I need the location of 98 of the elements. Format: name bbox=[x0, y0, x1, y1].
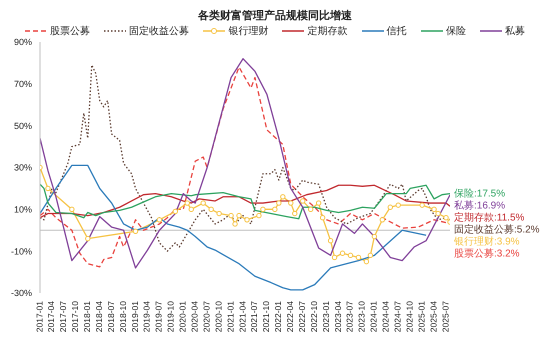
x-tick-label: 2018-04 bbox=[94, 300, 104, 332]
x-tick-label: 2020-04 bbox=[189, 300, 200, 332]
point bbox=[340, 250, 346, 256]
x-tick-label: 2021-07 bbox=[249, 300, 260, 332]
legend-label: 固定收益公募 bbox=[129, 24, 190, 38]
x-tick-label: 2018-01 bbox=[82, 300, 92, 332]
point bbox=[236, 212, 242, 218]
point bbox=[228, 212, 234, 218]
point bbox=[216, 210, 222, 216]
x-tick-label: 2023-01 bbox=[320, 300, 331, 332]
point bbox=[260, 206, 266, 212]
point bbox=[280, 194, 286, 200]
x-tick-label: 2019-07 bbox=[154, 300, 164, 332]
point bbox=[443, 215, 449, 220]
x-tick-label: 2017-04 bbox=[46, 300, 56, 332]
data-label: 定期存款:11.5% bbox=[454, 211, 524, 224]
x-tick-label: 2024-07 bbox=[392, 300, 402, 332]
point bbox=[184, 200, 190, 206]
x-tick-label: 2019-04 bbox=[142, 300, 152, 332]
x-tick-label: 2020-01 bbox=[178, 300, 188, 332]
data-label: 私募:16.9% bbox=[454, 199, 506, 212]
x-tick-label: 2019-10 bbox=[166, 300, 176, 332]
data-label: 保险:17.5% bbox=[454, 187, 506, 200]
point bbox=[332, 254, 338, 260]
point bbox=[208, 206, 214, 212]
point bbox=[435, 210, 441, 216]
legend-label: 股票公募 bbox=[50, 24, 90, 38]
data-label: 股票公募:3.2% bbox=[454, 247, 520, 260]
point bbox=[272, 206, 278, 212]
point bbox=[69, 206, 75, 212]
legend-label: 定期存款 bbox=[307, 24, 348, 38]
y-tick-label: 70% bbox=[14, 79, 32, 90]
point bbox=[308, 206, 314, 212]
point bbox=[431, 206, 437, 212]
x-tick-label: 2019-01 bbox=[130, 300, 140, 332]
x-tick-label: 2022-10 bbox=[308, 300, 319, 332]
point bbox=[320, 215, 326, 220]
point bbox=[232, 221, 238, 227]
legend-label: 私募 bbox=[504, 24, 525, 38]
x-tick-label: 2017-07 bbox=[58, 300, 68, 332]
legend-label: 信托 bbox=[386, 24, 407, 38]
point bbox=[292, 210, 298, 216]
point bbox=[288, 200, 294, 206]
x-tick-label: 2022-07 bbox=[296, 300, 307, 332]
y-tick-label: 10% bbox=[14, 204, 32, 215]
point bbox=[172, 208, 178, 214]
point bbox=[85, 236, 90, 242]
point bbox=[244, 217, 250, 222]
x-tick-label: 2018-10 bbox=[118, 300, 128, 332]
y-tick-label: 50% bbox=[14, 120, 32, 131]
point bbox=[372, 234, 378, 240]
x-tick-label: 2021-01 bbox=[225, 300, 236, 332]
x-tick-label: 2024-01 bbox=[368, 300, 379, 332]
point bbox=[388, 204, 393, 210]
x-tick-label: 2020-07 bbox=[201, 300, 212, 332]
x-tick-label: 2017-10 bbox=[70, 300, 80, 332]
x-tick-label: 2024-10 bbox=[404, 300, 414, 332]
y-tick-label: 90% bbox=[14, 37, 32, 48]
y-tick-label: 30% bbox=[14, 162, 32, 173]
point bbox=[132, 228, 138, 234]
point bbox=[200, 200, 206, 206]
point bbox=[188, 206, 194, 212]
point bbox=[328, 238, 334, 244]
point bbox=[368, 252, 374, 258]
point bbox=[156, 217, 162, 222]
x-tick-label: 2021-10 bbox=[261, 300, 272, 332]
point bbox=[316, 200, 322, 206]
x-tick-label: 2017-01 bbox=[34, 300, 44, 332]
line-series bbox=[40, 164, 427, 291]
point bbox=[419, 202, 425, 208]
x-tick-label: 2020-10 bbox=[213, 300, 224, 332]
legend-label: 银行理财 bbox=[228, 24, 268, 38]
data-label: 银行理财:3.9% bbox=[453, 235, 520, 248]
x-tick-label: 2025-04 bbox=[428, 300, 438, 332]
y-tick-label: -10% bbox=[10, 246, 32, 256]
data-label: 固定收益公募:5.2% bbox=[454, 223, 540, 236]
y-tick-label: -30% bbox=[10, 288, 32, 298]
x-tick-label: 2021-04 bbox=[237, 300, 248, 332]
point bbox=[396, 202, 401, 208]
point bbox=[364, 258, 370, 264]
x-tick-label: 2022-04 bbox=[285, 300, 296, 332]
x-tick-label: 2023-04 bbox=[332, 300, 343, 332]
point bbox=[380, 217, 386, 222]
x-tick-label: 2024-04 bbox=[380, 300, 391, 332]
point bbox=[300, 198, 306, 204]
legend-label: 保险 bbox=[446, 25, 466, 38]
point bbox=[45, 186, 51, 192]
x-tick-label: 2023-10 bbox=[356, 300, 367, 332]
x-tick-label: 2018-07 bbox=[106, 300, 116, 332]
point bbox=[256, 212, 262, 218]
x-tick-label: 2022-01 bbox=[273, 300, 284, 332]
chart-title: 各类财富管理产品规模同比增速 bbox=[197, 8, 353, 24]
point bbox=[356, 254, 362, 260]
x-tick-label: 2025-07 bbox=[440, 300, 450, 332]
point bbox=[276, 200, 282, 206]
x-tick-label: 2023-07 bbox=[344, 300, 355, 332]
x-tick-label: 2025-01 bbox=[416, 300, 426, 332]
point bbox=[348, 252, 354, 258]
